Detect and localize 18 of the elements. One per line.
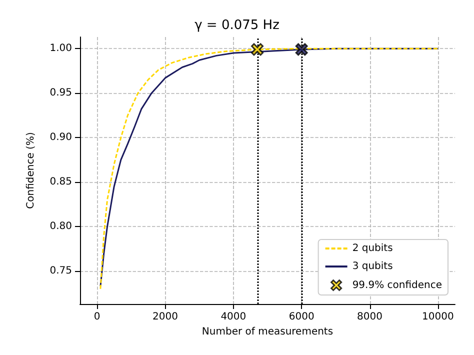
y-tick-label: 0.75 bbox=[50, 266, 72, 277]
x-tick-label: 8000 bbox=[357, 312, 382, 322]
y-tick-label: 0.80 bbox=[50, 221, 72, 232]
y-tick-label: 0.95 bbox=[50, 88, 72, 99]
y-tick-label: 1.00 bbox=[50, 43, 72, 54]
x-tick-label: 10000 bbox=[422, 312, 454, 322]
y-tick-label: 0.90 bbox=[50, 132, 72, 144]
x-tick-label: 6000 bbox=[288, 312, 314, 322]
chart-title: γ = 0.075 Hz bbox=[194, 18, 280, 33]
legend-label: 99.9% confidence bbox=[352, 280, 442, 291]
x-tick-label: 2000 bbox=[152, 312, 178, 322]
legend-label: 2 qubits bbox=[352, 243, 393, 254]
x-axis-title: Number of measurements bbox=[202, 326, 334, 338]
x-tick-label: 4000 bbox=[220, 312, 246, 322]
x-tick-label: 0 bbox=[94, 312, 100, 322]
legend-label: 3 qubits bbox=[352, 261, 393, 272]
y-axis-title: Confidence (%) bbox=[26, 132, 36, 209]
y-tick-label: 0.85 bbox=[50, 176, 72, 188]
